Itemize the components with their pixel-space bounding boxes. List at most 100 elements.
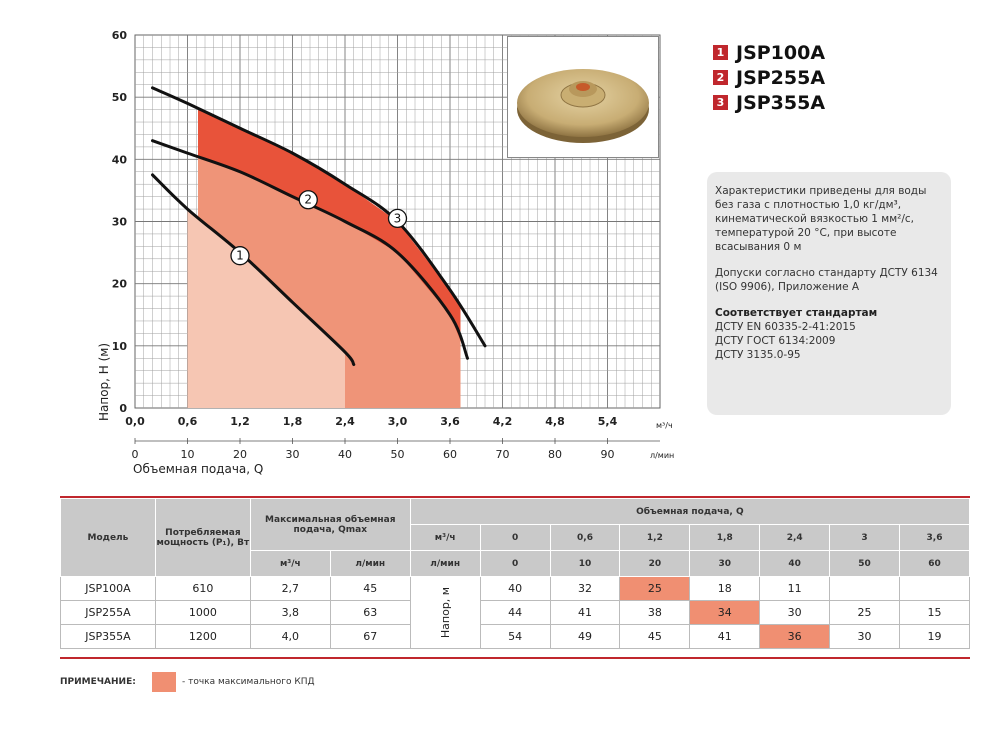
cell-head: 30 xyxy=(759,600,831,625)
cell-head: 15 xyxy=(899,600,970,625)
cell-qmax-m3h: 2,7 xyxy=(249,576,331,601)
x-tick-label-lmin: 30 xyxy=(286,448,300,461)
note-swatch xyxy=(152,672,176,692)
x-tick-label-lmin: 70 xyxy=(496,448,510,461)
curve-label: 1 xyxy=(236,249,244,263)
cell-head: 19 xyxy=(899,624,970,649)
cell-head: 25 xyxy=(619,576,691,601)
x-tick-label: 3,0 xyxy=(388,415,408,428)
legend-item-1: 1 JSP100A xyxy=(713,40,825,65)
table-row: JSP255A 1000 3,8 63 44 41 38 34 30 25 15 xyxy=(60,600,970,625)
cell-power: 1200 xyxy=(154,624,251,649)
flow-m3h: 1,2 xyxy=(619,524,691,551)
header-qmax-lmin: л/мин xyxy=(329,550,411,577)
cell-power: 610 xyxy=(154,576,251,601)
header-qmax: Максимальная объемная подача, Qmax xyxy=(249,498,411,551)
zone-pump-1 xyxy=(187,209,345,408)
cell-head: 49 xyxy=(549,624,621,649)
legend-num: 1 xyxy=(713,45,728,60)
x-unit-top: м³/ч xyxy=(656,421,673,430)
info-standard: ДСТУ EN 60335-2-41:2015 xyxy=(715,321,856,333)
y-tick-label: 50 xyxy=(112,91,128,104)
cell-model: JSP100A xyxy=(60,576,156,601)
x-tick-label: 4,8 xyxy=(545,415,565,428)
x-tick-label: 0,0 xyxy=(125,415,145,428)
cell-power: 1000 xyxy=(154,600,251,625)
legend-num: 2 xyxy=(713,70,728,85)
cell-head xyxy=(829,576,900,601)
x-tick-label-lmin: 40 xyxy=(338,448,352,461)
cell-head: 41 xyxy=(689,624,761,649)
x-axis-label: Объемная подача, Q xyxy=(133,462,263,476)
curve-label-circle xyxy=(387,208,408,229)
flow-lmin: 40 xyxy=(759,550,831,577)
x-tick-label: 1,8 xyxy=(283,415,303,428)
flow-lmin: 50 xyxy=(829,550,900,577)
cell-qmax-m3h: 3,8 xyxy=(249,600,331,625)
curve-pump-2 xyxy=(151,139,469,360)
legend-model: JSP100A xyxy=(736,41,826,64)
head-unit-label: Напор, м xyxy=(438,586,452,639)
cell-head: 18 xyxy=(689,576,761,601)
info-panel: Характеристики приведены для воды без га… xyxy=(707,172,951,415)
y-tick-label: 60 xyxy=(112,29,128,42)
curve-label: 3 xyxy=(394,211,402,225)
x-tick-label: 3,6 xyxy=(440,415,460,428)
impeller-photo xyxy=(507,36,659,158)
flow-lmin: 60 xyxy=(899,550,970,577)
x-tick-label: 1,2 xyxy=(230,415,250,428)
model-legend: 1 JSP100A 2 JSP255A 3 JSP355A xyxy=(713,40,825,115)
cell-qmax-m3h: 4,0 xyxy=(249,624,331,649)
note-text: - точка максимального КПД xyxy=(182,677,315,687)
x-tick-label-lmin: 0 xyxy=(132,448,139,461)
cell-head: 32 xyxy=(549,576,621,601)
cell-head: 34 xyxy=(689,600,761,625)
x-unit-bottom: л/мин xyxy=(650,451,674,460)
cell-head: 41 xyxy=(549,600,621,625)
flow-m3h: 3,6 xyxy=(899,524,970,551)
y-tick-label: 30 xyxy=(112,216,128,229)
info-standard: ДСТУ 3135.0-95 xyxy=(715,349,801,361)
y-tick-label: 0 xyxy=(119,402,127,415)
x-tick-label: 4,2 xyxy=(493,415,513,428)
cell-qmax-lmin: 63 xyxy=(329,600,411,625)
x-tick-label-lmin: 80 xyxy=(548,448,562,461)
info-standards-title: Соответствует стандартам xyxy=(715,307,878,319)
head-unit-cell: Напор, м xyxy=(409,576,481,649)
table-row: JSP355A 1200 4,0 67 54 49 45 41 36 30 19 xyxy=(60,624,970,649)
x-tick-label-lmin: 60 xyxy=(443,448,457,461)
legend-item-3: 3 JSP355A xyxy=(713,90,825,115)
cell-model: JSP355A xyxy=(60,624,156,649)
curve-label-circle xyxy=(298,190,318,210)
cell-head: 25 xyxy=(829,600,900,625)
info-tolerances: Допуски согласно стандарту ДСТУ 6134 (IS… xyxy=(715,267,938,293)
cell-model: JSP255A xyxy=(60,600,156,625)
header-unit-m3h: м³/ч xyxy=(409,524,481,551)
x-tick-label: 5,4 xyxy=(598,415,618,428)
cell-head xyxy=(899,576,970,601)
x-tick-label-lmin: 90 xyxy=(601,448,615,461)
y-tick-label: 40 xyxy=(112,153,128,166)
cell-qmax-lmin: 45 xyxy=(329,576,411,601)
note-label: ПРИМЕЧАНИЕ: xyxy=(60,677,136,687)
x-tick-label: 2,4 xyxy=(335,415,355,428)
cell-head: 45 xyxy=(619,624,691,649)
header-unit-lmin: л/мин xyxy=(409,550,481,577)
curve-pump-1 xyxy=(151,173,356,366)
cell-qmax-lmin: 67 xyxy=(329,624,411,649)
header-power: Потребляемая мощность (P₁), Вт xyxy=(154,498,251,577)
cell-head: 38 xyxy=(619,600,691,625)
table-top-rule xyxy=(60,496,970,498)
flow-m3h: 2,4 xyxy=(759,524,831,551)
x-tick-label: 0,6 xyxy=(178,415,198,428)
legend-model: JSP255A xyxy=(736,66,826,89)
flow-lmin: 20 xyxy=(619,550,691,577)
flow-m3h: 3 xyxy=(829,524,900,551)
flow-m3h: 0 xyxy=(479,524,551,551)
performance-table: Модель Потребляемая мощность (P₁), Вт Ма… xyxy=(60,498,971,649)
curve-label: 2 xyxy=(304,193,312,207)
x-tick-label-lmin: 50 xyxy=(391,448,405,461)
cell-head: 36 xyxy=(759,624,831,649)
flow-lmin: 10 xyxy=(549,550,621,577)
